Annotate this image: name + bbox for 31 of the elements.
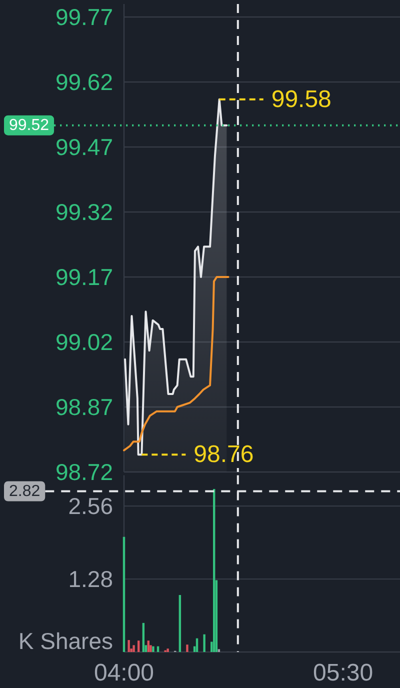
y-tick-label: 99.62 (55, 69, 113, 95)
bar (203, 634, 206, 652)
bar (218, 649, 220, 652)
ref-line-label: 2.82 (9, 482, 40, 500)
y-tick-label: 99.77 (55, 4, 113, 30)
annotation: 98.76 (194, 441, 254, 468)
y-tick-label: 99.17 (55, 264, 113, 290)
y-axis-title: K Shares (18, 628, 113, 654)
bar (186, 644, 188, 652)
y-tick-label: 99.47 (55, 134, 113, 160)
bar (213, 488, 216, 652)
x-tick-label: 05:30 (313, 660, 374, 686)
bar (138, 640, 140, 652)
bar (152, 646, 154, 652)
y-tick-label: 2.56 (68, 493, 113, 520)
bar (142, 622, 145, 652)
annotation: 99.58 (271, 86, 332, 113)
bar (196, 638, 198, 652)
y-tick-label: 1.28 (68, 566, 113, 592)
bar (128, 640, 130, 652)
y-tick-label: 98.87 (55, 394, 113, 420)
bar (178, 595, 182, 652)
bar (147, 640, 150, 652)
bar (132, 645, 135, 652)
bar (122, 536, 126, 652)
bar (166, 648, 169, 652)
y-tick-label: 98.72 (55, 459, 113, 485)
y-tick-label: 99.02 (55, 329, 113, 355)
ref-line-label: 99.52 (9, 116, 50, 134)
x-tick-label: 04:00 (94, 660, 154, 686)
y-tick-label: 99.32 (55, 199, 113, 225)
